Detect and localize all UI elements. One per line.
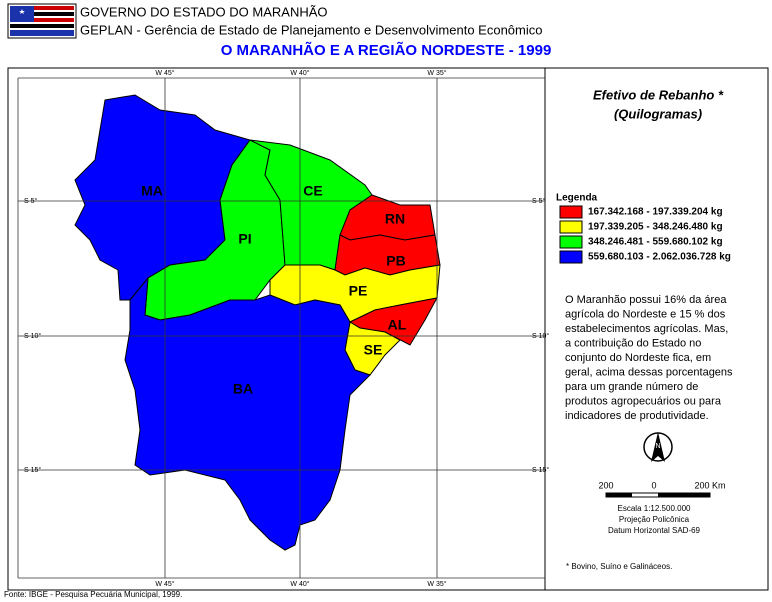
map	[74, 94, 441, 551]
graticule	[17, 77, 545, 579]
legend-title: Legenda	[556, 193, 598, 204]
footnote: * Bovino, Suíno e Galináceos.	[566, 562, 672, 571]
projection: Projeção Policônica	[619, 515, 690, 524]
lat-label: S 15°	[532, 466, 549, 474]
state-label: SE	[364, 342, 383, 358]
scale-label: 200	[598, 480, 613, 490]
lat-label: S 5°	[532, 197, 546, 205]
legend-label: 167.342.168 - 197.339.204 kg	[588, 207, 723, 218]
scale-bar	[605, 492, 711, 498]
description-line: conjunto do Nordeste fica, em	[565, 352, 711, 364]
lat-label: S 10°	[24, 332, 41, 340]
north-arrow: N	[643, 432, 673, 462]
state-label: PE	[349, 283, 368, 299]
description-line: produtos agropecuários ou para	[565, 395, 722, 407]
lon-label: W 45°	[155, 69, 174, 77]
description-line: estabelecimentos agrícolas. Mas,	[565, 323, 728, 335]
datum: Datum Horizontal SAD-69	[608, 526, 701, 535]
description-line: O Maranhão possui 16% da área	[565, 294, 727, 306]
description-line: geral, acima dessas porcentagens	[565, 366, 733, 378]
frame	[7, 67, 769, 591]
description-line: agrícola do Nordeste e 15 % dos	[565, 308, 726, 320]
panel-unit: (Quilogramas)	[614, 106, 702, 121]
lat-label: S 15°	[24, 466, 41, 474]
panel-title: Efetivo de Rebanho *	[593, 87, 724, 102]
state-label: PI	[238, 231, 251, 247]
lon-label: W 35°	[427, 69, 446, 77]
scale-label: 0	[651, 480, 656, 490]
state-label: BA	[233, 381, 253, 397]
legend-swatch	[559, 250, 583, 264]
source: Fonte: IBGE - Pesquisa Pecuária Municipa…	[4, 590, 182, 599]
legend-label: 348.246.481 - 559.680.102 kg	[588, 237, 723, 248]
lon-label: W 45°	[155, 580, 174, 588]
description-line: a contribuição do Estado no	[565, 337, 701, 349]
legend-swatch	[559, 235, 583, 249]
state-label: CE	[303, 183, 322, 199]
lat-label: S 10°	[532, 332, 549, 340]
logo	[7, 3, 77, 39]
state-label: RN	[385, 211, 405, 227]
legend-swatch	[559, 220, 583, 234]
lon-label: W 35°	[427, 580, 446, 588]
legend-swatch	[559, 205, 583, 219]
legend: 167.342.168 - 197.339.204 kg 197.339.205 …	[559, 205, 731, 264]
lon-label: W 40°	[290, 580, 309, 588]
description-line: indicadores de produtividade.	[565, 410, 709, 422]
header-line: GOVERNO DO ESTADO DO MARANHÃO	[80, 4, 328, 19]
north-label: N	[655, 443, 660, 450]
lon-label: W 40°	[290, 69, 309, 77]
header-line: GEPLAN - Gerência de Estado de Planejame…	[80, 22, 542, 37]
description: O Maranhão possui 16% da área agrícola do…	[565, 294, 733, 422]
state-label: MA	[141, 183, 163, 199]
scale-text: Escala 1:12.500.000	[618, 504, 691, 513]
title: O MARANHÃO E A REGIÃO NORDESTE - 1999	[221, 41, 552, 59]
scale-label: 200 Km	[694, 480, 725, 490]
lat-label: S 5°	[24, 197, 38, 205]
state-label: PB	[386, 253, 405, 269]
description-line: para um grande número de	[565, 381, 698, 393]
state-label: AL	[388, 317, 407, 333]
legend-label: 197.339.205 - 348.246.480 kg	[588, 222, 723, 233]
legend-label: 559.680.103 - 2.062.036.728 kg	[588, 252, 731, 263]
